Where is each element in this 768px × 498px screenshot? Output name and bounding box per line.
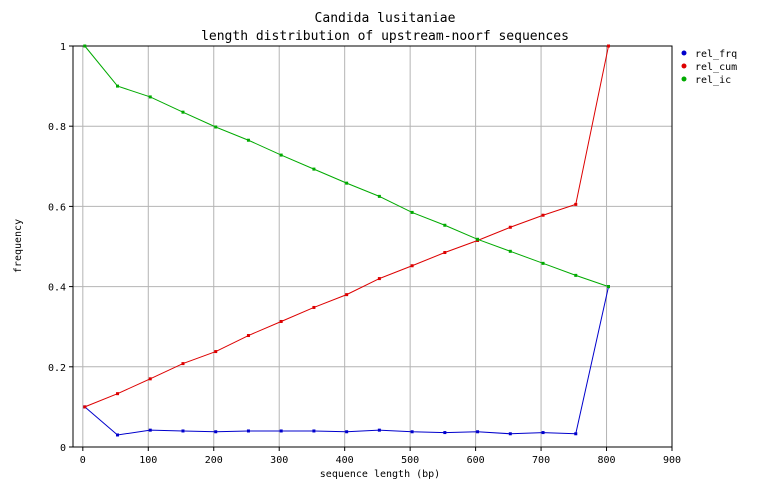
x-tick-label: 0	[80, 455, 86, 466]
data-point	[410, 264, 414, 268]
data-point	[148, 95, 152, 99]
legend-marker	[681, 76, 687, 82]
data-point	[410, 430, 414, 434]
data-point	[541, 431, 545, 435]
data-point	[83, 44, 87, 48]
data-point	[541, 261, 545, 265]
x-tick-label: 100	[139, 455, 157, 466]
series-group	[83, 44, 610, 437]
data-point	[606, 285, 610, 289]
data-point	[508, 249, 512, 253]
data-point	[312, 305, 316, 309]
data-point	[443, 223, 447, 227]
legend-entry: rel_cum	[695, 62, 737, 73]
legend: rel_frq rel_cum rel_ic	[681, 49, 737, 86]
data-point	[116, 433, 120, 437]
data-point	[574, 202, 578, 206]
x-tick-label: 700	[532, 455, 550, 466]
legend-entry: rel_ic	[695, 75, 731, 86]
y-tick-label: 0.8	[48, 122, 66, 133]
data-point	[148, 377, 152, 381]
data-point	[148, 428, 152, 432]
data-point	[377, 428, 381, 432]
x-tick-label: 300	[270, 455, 288, 466]
data-point	[606, 44, 610, 48]
y-tick-labels: 0 0.2 0.4 0.6 0.8 1	[48, 42, 73, 454]
data-point	[443, 251, 447, 255]
series-line	[84, 45, 609, 288]
x-tick-label: 800	[598, 455, 616, 466]
chart-subtitle: length distribution of upstream-noorf se…	[201, 29, 569, 44]
series-rel-frq	[83, 285, 610, 437]
y-axis-label: frequency	[13, 219, 24, 273]
data-point	[246, 334, 250, 338]
data-point	[443, 431, 447, 435]
data-point	[312, 167, 316, 171]
data-point	[574, 432, 578, 436]
series-line	[84, 286, 609, 436]
data-point	[377, 277, 381, 281]
y-tick-label: 0.6	[48, 202, 66, 213]
plot-frame	[72, 45, 673, 448]
data-point	[181, 362, 185, 366]
x-tick-label: 600	[467, 455, 485, 466]
data-point	[312, 429, 316, 433]
data-point	[116, 392, 120, 396]
data-point	[377, 194, 381, 198]
x-tick-label: 500	[401, 455, 419, 466]
data-point	[508, 225, 512, 229]
legend-entry: rel_frq	[695, 49, 737, 60]
data-point	[116, 84, 120, 88]
data-point	[214, 125, 218, 129]
data-point	[541, 213, 545, 217]
data-point	[345, 430, 349, 434]
data-point	[345, 293, 349, 297]
legend-marker	[681, 63, 687, 69]
x-tick-label: 200	[205, 455, 223, 466]
series-rel-ic	[83, 44, 610, 289]
data-point	[410, 210, 414, 214]
data-point	[214, 430, 218, 434]
chart-title: Candida lusitaniae	[315, 11, 456, 26]
y-tick-label: 0.4	[48, 283, 66, 294]
data-point	[181, 429, 185, 433]
data-point	[181, 110, 185, 114]
data-point	[476, 430, 480, 434]
series-line	[84, 45, 609, 408]
series-rel-cum	[83, 44, 610, 409]
data-point	[508, 432, 512, 436]
x-tick-label: 900	[663, 455, 681, 466]
y-tick-label: 1	[60, 42, 66, 53]
data-point	[279, 153, 283, 157]
data-point	[246, 138, 250, 142]
data-point	[279, 429, 283, 433]
data-point	[246, 429, 250, 433]
data-point	[574, 273, 578, 277]
data-point	[214, 350, 218, 354]
x-tick-labels: 0 100 200 300 400 500 600 700 800 900	[80, 447, 681, 466]
x-axis-label: sequence length (bp)	[320, 469, 440, 480]
y-tick-label: 0	[60, 443, 66, 454]
y-tick-label: 0.2	[48, 363, 66, 374]
data-point	[345, 181, 349, 185]
data-point	[476, 237, 480, 241]
x-tick-label: 400	[336, 455, 354, 466]
data-point	[83, 405, 87, 409]
data-point	[279, 319, 283, 323]
legend-marker	[681, 50, 687, 56]
grid-lines	[73, 45, 673, 448]
